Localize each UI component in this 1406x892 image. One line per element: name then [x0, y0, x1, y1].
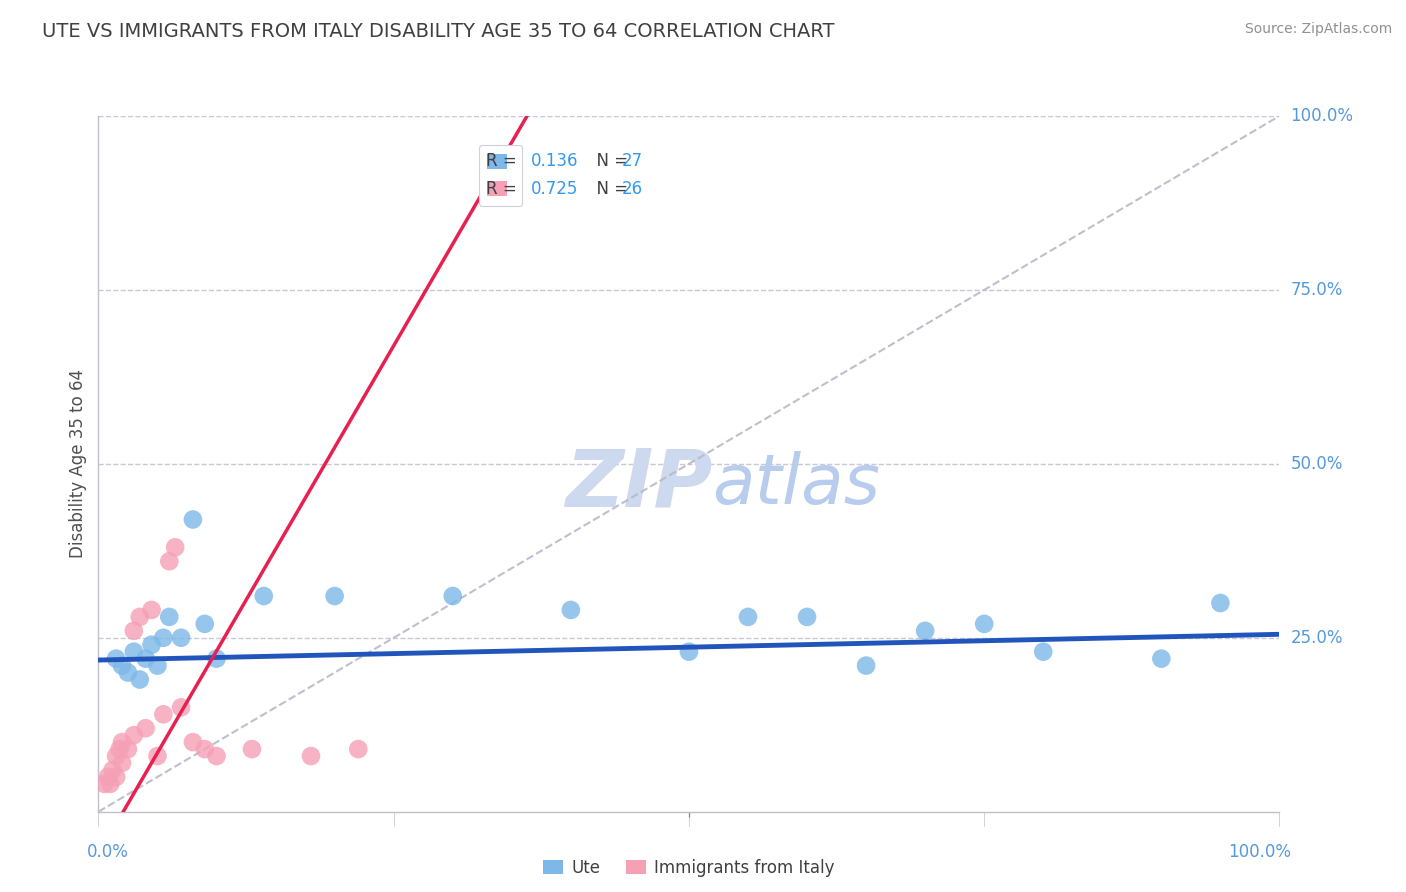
Point	[111, 756, 134, 770]
Text: R =: R =	[486, 180, 522, 198]
Point	[1209, 596, 1232, 610]
Text: 0.725: 0.725	[530, 180, 578, 198]
Point	[146, 749, 169, 764]
Text: N =: N =	[586, 153, 634, 170]
Text: atlas: atlas	[713, 451, 880, 518]
Point	[170, 631, 193, 645]
Text: 100.0%: 100.0%	[1291, 107, 1354, 125]
Point	[122, 624, 145, 638]
Point	[914, 624, 936, 638]
Point	[152, 631, 174, 645]
Point	[93, 777, 115, 791]
Point	[141, 603, 163, 617]
Point	[855, 658, 877, 673]
Point	[157, 554, 180, 568]
Text: 0.0%: 0.0%	[87, 843, 128, 861]
Point	[181, 512, 204, 526]
Text: R =: R =	[486, 153, 522, 170]
Point	[105, 770, 128, 784]
Point	[101, 763, 124, 777]
Point	[194, 742, 217, 756]
Point	[205, 749, 228, 764]
Point	[152, 707, 174, 722]
Legend: Ute, Immigrants from Italy: Ute, Immigrants from Italy	[537, 852, 841, 883]
Point	[165, 541, 187, 555]
Point	[111, 735, 134, 749]
Text: N =: N =	[586, 180, 634, 198]
Text: 26: 26	[621, 180, 643, 198]
Point	[1150, 651, 1173, 665]
Point	[441, 589, 464, 603]
Y-axis label: Disability Age 35 to 64: Disability Age 35 to 64	[69, 369, 87, 558]
Point	[135, 651, 157, 665]
Point	[117, 742, 139, 756]
Point	[117, 665, 139, 680]
Point	[973, 616, 995, 631]
Point	[323, 589, 346, 603]
Point	[157, 610, 180, 624]
Text: 100.0%: 100.0%	[1229, 843, 1291, 861]
Point	[678, 645, 700, 659]
Point	[737, 610, 759, 624]
Text: Source: ZipAtlas.com: Source: ZipAtlas.com	[1244, 22, 1392, 37]
Point	[128, 673, 150, 687]
Point	[205, 651, 228, 665]
Point	[141, 638, 163, 652]
Text: 0.136: 0.136	[530, 153, 578, 170]
Point	[98, 777, 121, 791]
Point	[122, 645, 145, 659]
Point	[108, 742, 131, 756]
Point	[181, 735, 204, 749]
Point	[128, 610, 150, 624]
Text: ZIP: ZIP	[565, 446, 713, 524]
Point	[253, 589, 276, 603]
Point	[105, 651, 128, 665]
Point	[97, 770, 120, 784]
Text: 75.0%: 75.0%	[1291, 281, 1343, 299]
Point	[796, 610, 818, 624]
Point	[146, 658, 169, 673]
Point	[1032, 645, 1054, 659]
Point	[170, 700, 193, 714]
Point	[240, 742, 263, 756]
Point	[194, 616, 217, 631]
Point	[122, 728, 145, 742]
Text: 27: 27	[621, 153, 643, 170]
Text: UTE VS IMMIGRANTS FROM ITALY DISABILITY AGE 35 TO 64 CORRELATION CHART: UTE VS IMMIGRANTS FROM ITALY DISABILITY …	[42, 22, 835, 41]
Point	[111, 658, 134, 673]
Point	[560, 603, 582, 617]
Point	[105, 749, 128, 764]
Text: 25.0%: 25.0%	[1291, 629, 1343, 647]
Point	[299, 749, 322, 764]
Point	[135, 721, 157, 735]
Point	[347, 742, 370, 756]
Text: 50.0%: 50.0%	[1291, 455, 1343, 473]
